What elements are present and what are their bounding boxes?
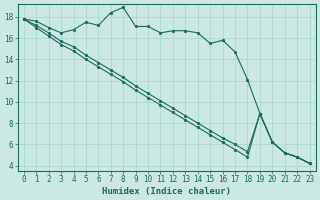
X-axis label: Humidex (Indice chaleur): Humidex (Indice chaleur) <box>102 187 231 196</box>
